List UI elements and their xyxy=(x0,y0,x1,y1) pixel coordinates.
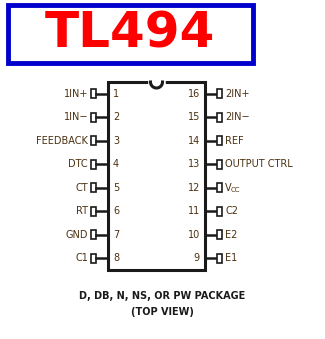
Text: DTC: DTC xyxy=(68,159,88,169)
Bar xyxy=(91,254,96,263)
Text: 5: 5 xyxy=(113,183,119,193)
Text: 4: 4 xyxy=(113,159,119,169)
Text: 2IN+: 2IN+ xyxy=(225,89,250,99)
Text: E2: E2 xyxy=(225,230,237,240)
Text: 11: 11 xyxy=(188,206,200,216)
Bar xyxy=(91,230,96,239)
Text: 12: 12 xyxy=(188,183,200,193)
Text: 16: 16 xyxy=(188,89,200,99)
Bar xyxy=(217,183,222,192)
Text: GND: GND xyxy=(66,230,88,240)
Text: 6: 6 xyxy=(113,206,119,216)
Text: TL494: TL494 xyxy=(45,10,215,58)
Text: 1IN+: 1IN+ xyxy=(64,89,88,99)
Text: OUTPUT CTRL: OUTPUT CTRL xyxy=(225,159,293,169)
Text: 10: 10 xyxy=(188,230,200,240)
Text: FEEDBACK: FEEDBACK xyxy=(36,136,88,146)
Text: CC: CC xyxy=(230,187,240,193)
Text: RT: RT xyxy=(76,206,88,216)
Text: 15: 15 xyxy=(188,112,200,122)
Text: 1IN−: 1IN− xyxy=(63,112,88,122)
Text: REF: REF xyxy=(225,136,244,146)
Text: D, DB, N, NS, OR PW PACKAGE: D, DB, N, NS, OR PW PACKAGE xyxy=(79,291,245,301)
Text: 9: 9 xyxy=(194,253,200,263)
Text: 2: 2 xyxy=(113,112,119,122)
Text: E1: E1 xyxy=(225,253,237,263)
Bar xyxy=(108,82,205,270)
Text: (TOP VIEW): (TOP VIEW) xyxy=(131,307,193,317)
Bar xyxy=(217,160,222,169)
Bar xyxy=(91,207,96,216)
Bar xyxy=(91,89,96,98)
Text: 2IN−: 2IN− xyxy=(225,112,250,122)
Bar xyxy=(217,136,222,145)
Text: 3: 3 xyxy=(113,136,119,146)
Text: C1: C1 xyxy=(75,253,88,263)
Bar xyxy=(217,207,222,216)
Bar xyxy=(91,160,96,169)
Text: V: V xyxy=(225,183,232,193)
Text: 8: 8 xyxy=(113,253,119,263)
Text: 7: 7 xyxy=(113,230,119,240)
Bar xyxy=(217,230,222,239)
Bar xyxy=(217,254,222,263)
Bar xyxy=(91,113,96,122)
Bar xyxy=(8,5,253,63)
Bar xyxy=(91,183,96,192)
Text: 13: 13 xyxy=(188,159,200,169)
Text: 14: 14 xyxy=(188,136,200,146)
Bar xyxy=(217,89,222,98)
Text: CT: CT xyxy=(75,183,88,193)
Bar xyxy=(91,136,96,145)
Bar xyxy=(217,113,222,122)
Text: 1: 1 xyxy=(113,89,119,99)
Text: C2: C2 xyxy=(225,206,238,216)
